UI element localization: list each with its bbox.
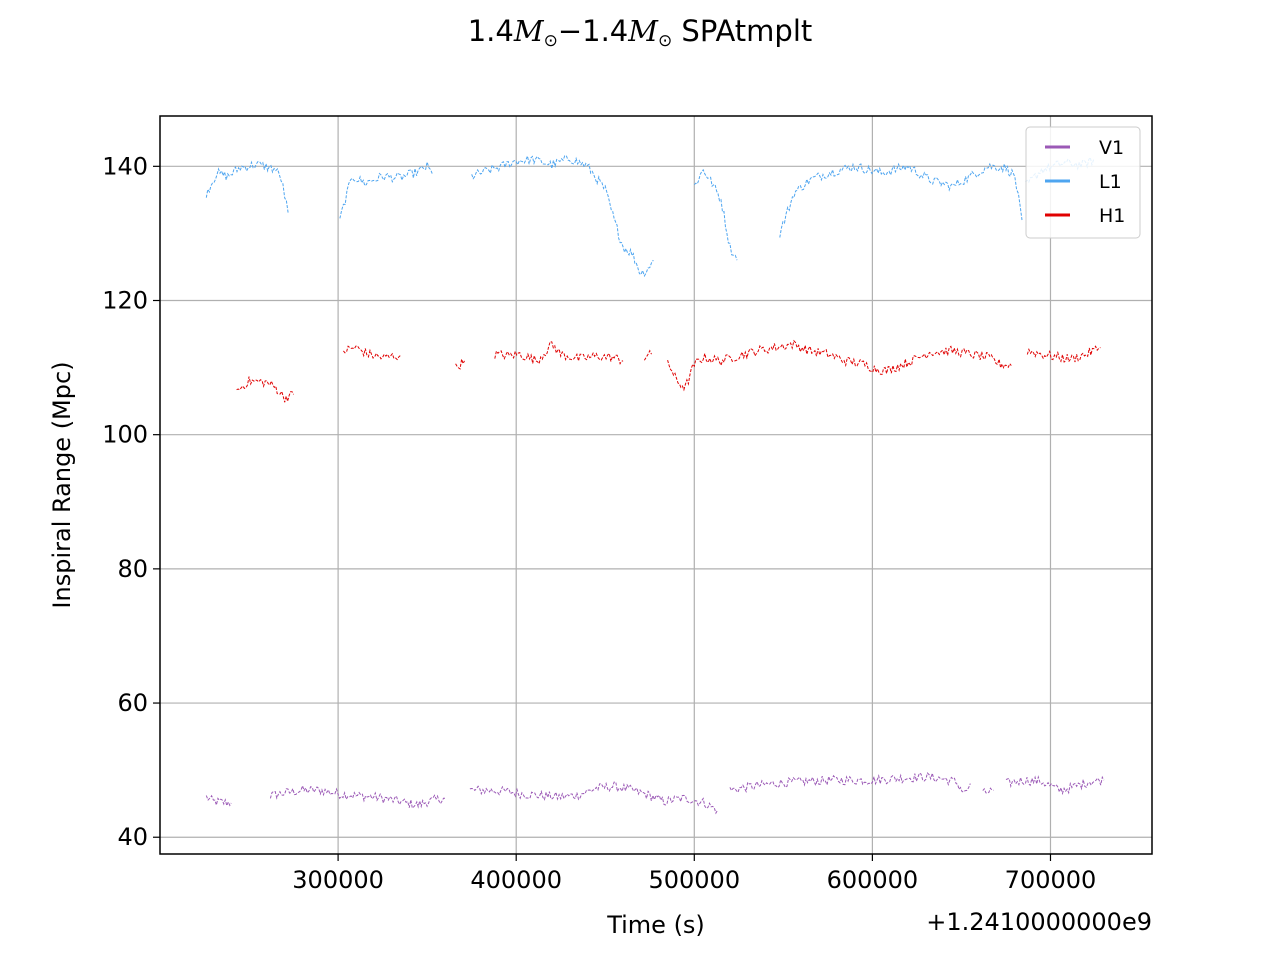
series-segment: [471, 154, 654, 278]
x-tick-label: 600000: [827, 866, 919, 894]
y-axis-label: Inspiral Range (Mpc): [48, 361, 76, 608]
title-mass-symbol-1: M: [513, 14, 544, 48]
series-segment: [643, 349, 652, 361]
chart-title: 1.4M⊙−1.4M⊙ SPAtmplt: [0, 14, 1280, 51]
title-mass-1: 1.4: [467, 14, 514, 48]
legend-label-h1: H1: [1099, 205, 1125, 227]
x-tick-label: 400000: [470, 866, 562, 894]
series-layer: [205, 154, 1105, 815]
series-segment: [982, 787, 994, 794]
series-segment: [494, 341, 624, 365]
series-segment: [1005, 775, 1105, 796]
axes-frame: [159, 115, 1153, 855]
legend-box: [1025, 126, 1141, 239]
title-mass-2: 1.4: [582, 14, 629, 48]
y-tick-label: 100: [102, 421, 148, 449]
series-segment: [455, 358, 465, 370]
title-sun-symbol-1: ⊙: [543, 31, 558, 51]
legend-label-v1: V1: [1099, 137, 1124, 159]
x-tick-label: 500000: [648, 866, 740, 894]
x-tick-label: 300000: [292, 866, 384, 894]
y-tick-label: 120: [102, 287, 148, 315]
series-segment: [469, 781, 718, 815]
x-axis-label: Time (s): [606, 911, 705, 939]
title-minus: −: [557, 14, 583, 48]
series-segment: [205, 160, 289, 214]
ticks: 300000 400000 500000 600000 700000 40 60 80 100 1…: [102, 152, 1096, 894]
series-segment: [343, 345, 401, 361]
y-tick-label: 40: [117, 823, 148, 851]
title-mass-symbol-2: M: [628, 14, 658, 48]
series-segment: [205, 794, 232, 808]
legend-label-l1: L1: [1099, 171, 1122, 193]
series-l1: [205, 154, 1096, 278]
series-segment: [729, 771, 971, 794]
series-segment: [1026, 345, 1101, 363]
grid: [160, 116, 1152, 854]
y-tick-label: 140: [102, 152, 148, 180]
y-tick-label: 80: [117, 555, 148, 583]
series-segment: [693, 168, 738, 261]
y-tick-label: 60: [117, 689, 148, 717]
series-segment: [339, 161, 433, 219]
x-tick-label: 700000: [1005, 866, 1097, 894]
legend: V1 L1 H1: [1025, 126, 1141, 239]
series-segment: [779, 162, 1023, 238]
title-sun-symbol-2: ⊙: [657, 31, 673, 51]
series-segment: [236, 376, 295, 404]
series-h1: [236, 339, 1101, 404]
series-segment: [269, 784, 445, 809]
series-v1: [205, 771, 1105, 815]
series-segment: [667, 339, 1012, 392]
x-axis-offset-label: +1.2410000000e9: [926, 908, 1152, 936]
title-suffix: SPAtmplt: [681, 14, 813, 48]
